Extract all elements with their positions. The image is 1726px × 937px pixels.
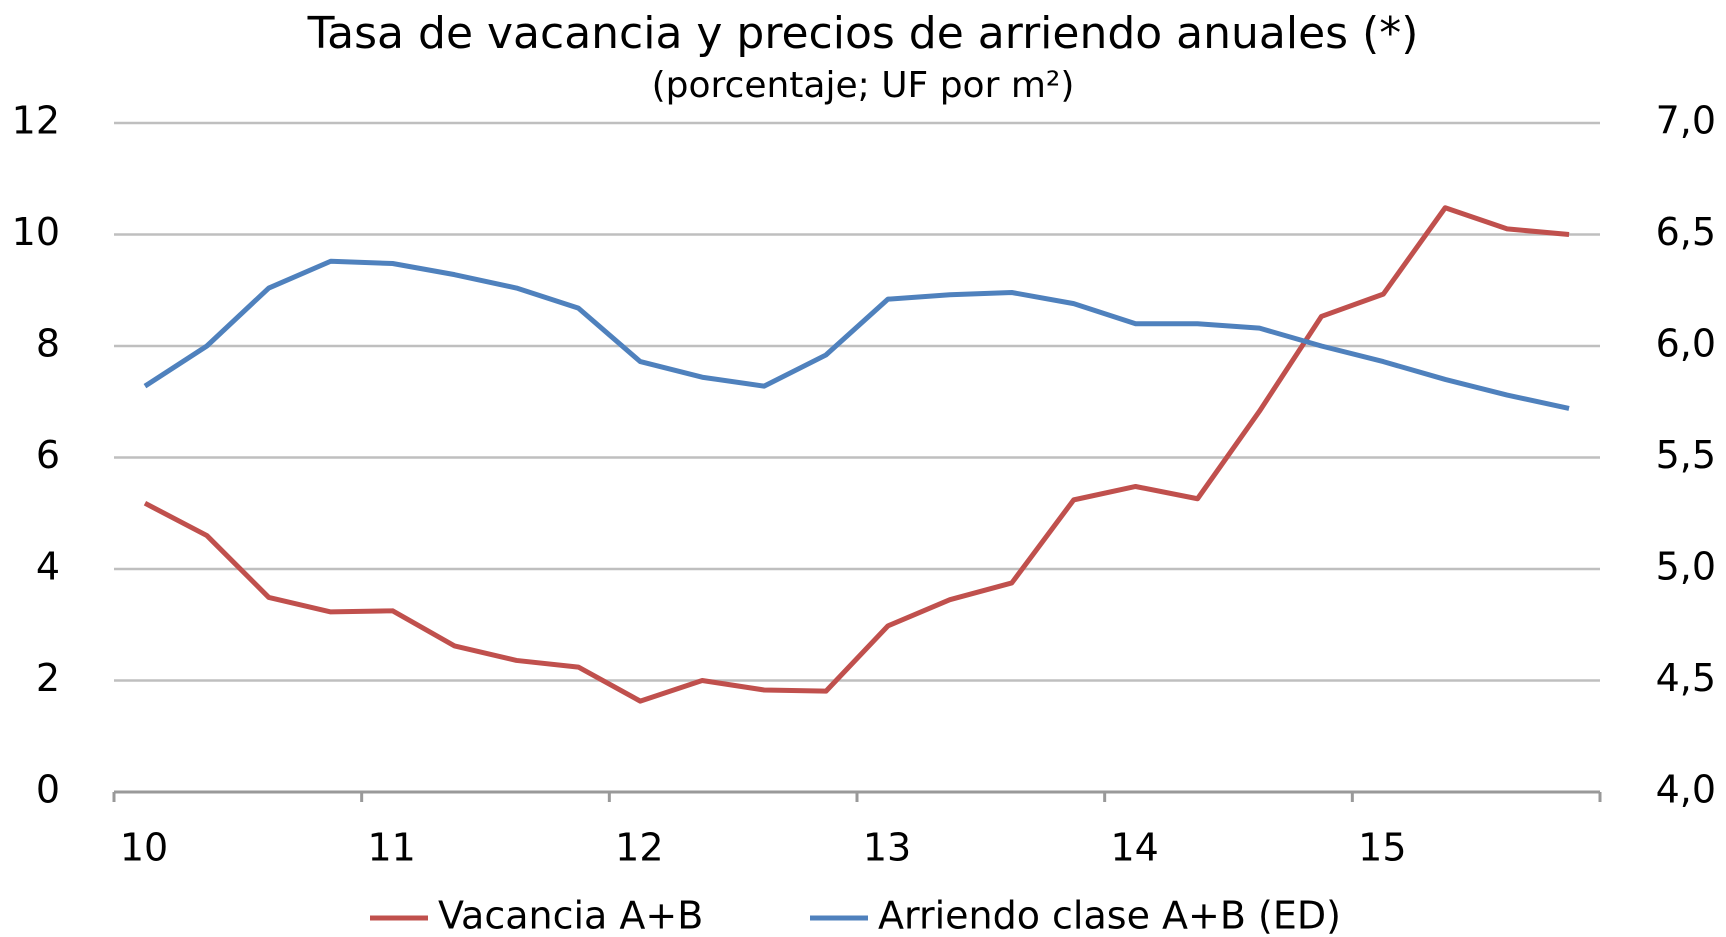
legend-label: Vacancia A+B (438, 894, 703, 937)
y2-tick-label: 4,5 (1656, 656, 1716, 700)
y-tick-label: 8 (36, 322, 60, 366)
y2-tick-label: 6,0 (1656, 322, 1716, 366)
series-line (143, 258, 1570, 411)
y-tick-label: 2 (36, 656, 60, 700)
y2-tick-label: 6,5 (1656, 210, 1716, 254)
y-tick-label: 6 (36, 433, 60, 477)
y2-tick-label: 5,5 (1656, 433, 1716, 477)
chart-subtitle: (porcentaje; UF por m²) (652, 65, 1075, 106)
x-tick-label: 15 (1358, 826, 1406, 870)
y2-tick-label: 7,0 (1656, 99, 1716, 143)
y-tick-label: 10 (12, 210, 60, 254)
series-line (143, 205, 1570, 704)
x-tick-label: 13 (863, 826, 911, 870)
x-tick-label: 11 (367, 826, 415, 870)
chart-title: Tasa de vacancia y precios de arriendo a… (307, 8, 1419, 59)
legend-label: Arriendo clase A+B (ED) (878, 894, 1341, 937)
x-tick-label: 14 (1110, 826, 1158, 870)
x-tick-label: 12 (615, 826, 663, 870)
x-tick-label: 10 (120, 826, 168, 870)
y-tick-label: 12 (12, 99, 60, 143)
y-tick-label: 4 (36, 545, 60, 589)
y-tick-label: 0 (36, 768, 60, 812)
y2-tick-label: 4,0 (1656, 768, 1716, 812)
y2-tick-label: 5,0 (1656, 545, 1716, 589)
